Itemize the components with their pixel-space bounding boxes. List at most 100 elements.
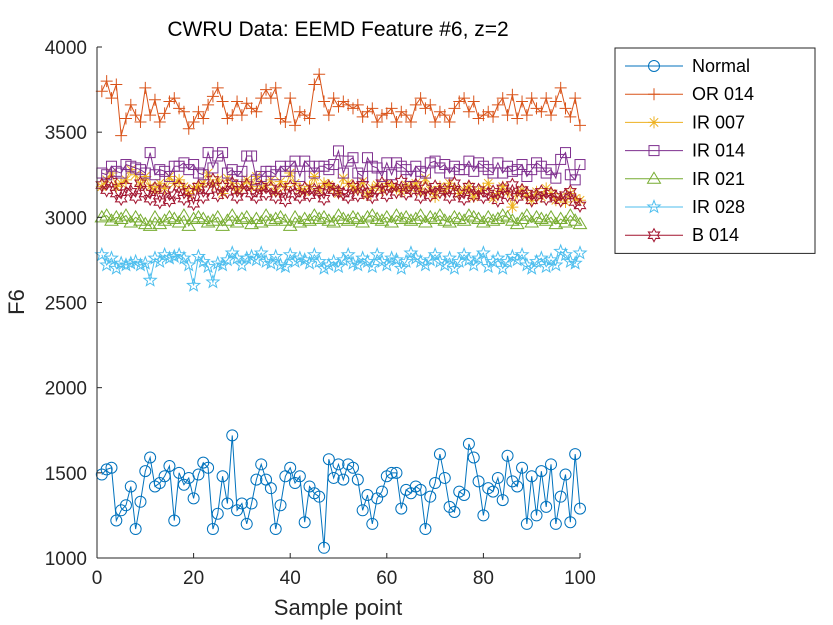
data-point-b-014 <box>394 173 408 190</box>
data-point-or-014 <box>549 95 562 108</box>
data-point-ir-021 <box>137 216 153 230</box>
data-point-or-014 <box>110 78 123 91</box>
data-point-or-014 <box>235 109 248 122</box>
data-point-ir-007 <box>158 182 171 195</box>
legend-marker-ir-007 <box>648 116 660 129</box>
data-point-ir-028 <box>567 255 583 270</box>
data-point-ir-028 <box>316 260 332 275</box>
data-point-ir-021 <box>408 211 424 225</box>
data-point-or-014 <box>240 97 253 110</box>
data-point-normal <box>318 541 331 554</box>
data-point-or-014 <box>506 88 519 101</box>
data-point-normal <box>516 461 529 474</box>
data-point-ir-028 <box>524 260 540 275</box>
axes-layer: 0 20 40 60 80 100 1000 1500 2000 2500 3000 3500 4000 <box>45 38 596 589</box>
y-tick-label: 2500 <box>45 294 87 315</box>
data-point-ir-021 <box>340 213 356 226</box>
data-point-ir-007 <box>482 177 495 190</box>
data-point-or-014 <box>192 105 205 118</box>
data-point-normal <box>284 461 297 474</box>
data-point-ir-021 <box>490 211 506 225</box>
data-point-or-014 <box>351 98 364 111</box>
data-point-b-014 <box>201 182 215 198</box>
data-point-or-014 <box>496 92 509 105</box>
data-point-or-014 <box>400 109 413 122</box>
data-point-ir-021 <box>118 208 134 221</box>
data-point-or-014 <box>279 115 292 128</box>
data-point-b-014 <box>225 175 239 191</box>
data-point-ir-028 <box>364 258 380 274</box>
data-point-b-014 <box>409 177 423 193</box>
data-point-or-014 <box>318 95 331 108</box>
data-point-b-014 <box>399 185 413 202</box>
data-point-or-014 <box>525 92 538 105</box>
data-point-normal <box>110 514 123 527</box>
data-point-or-014 <box>375 109 388 122</box>
data-point-ir-028 <box>292 250 308 265</box>
data-point-ir-028 <box>437 257 453 272</box>
data-point-ir-028 <box>451 253 467 269</box>
data-point-normal <box>491 471 504 484</box>
data-point-ir-028 <box>253 245 269 260</box>
data-point-ir-028 <box>398 253 414 269</box>
data-point-ir-021 <box>297 211 313 225</box>
data-point-or-014 <box>264 92 277 105</box>
data-point-ir-021 <box>176 208 192 221</box>
data-point-normal <box>458 488 471 501</box>
data-point-ir-014 <box>246 150 258 162</box>
data-point-or-014 <box>443 115 456 128</box>
data-point-normal <box>501 449 514 462</box>
data-point-ir-007 <box>308 170 321 183</box>
data-point-normal <box>487 485 500 498</box>
data-point-ir-028 <box>475 245 491 260</box>
data-point-b-014 <box>317 191 331 207</box>
y-tick-label: 2000 <box>45 379 87 400</box>
data-point-normal <box>202 461 215 474</box>
legend-label: IR 014 <box>692 141 745 161</box>
data-point-normal <box>124 480 137 493</box>
data-point-b-014 <box>162 192 177 208</box>
series-line-or-014 <box>101 72 581 136</box>
y-tick-label: 1000 <box>45 549 87 570</box>
data-point-ir-021 <box>519 208 535 221</box>
data-point-ir-021 <box>113 211 129 225</box>
data-point-or-014 <box>177 105 190 118</box>
data-point-normal <box>414 483 427 496</box>
data-point-ir-021 <box>142 218 158 231</box>
data-point-ir-028 <box>388 251 405 267</box>
data-point-or-014 <box>501 109 514 122</box>
data-point-ir-007 <box>206 178 219 191</box>
data-point-ir-028 <box>166 248 182 263</box>
data-point-b-014 <box>235 182 249 198</box>
data-point-or-014 <box>424 98 437 111</box>
legend-label: IR 007 <box>692 112 745 132</box>
data-point-ir-021 <box>393 211 409 225</box>
data-point-ir-014 <box>357 170 369 182</box>
data-point-b-014 <box>172 179 186 195</box>
data-point-or-014 <box>129 109 142 122</box>
data-point-ir-028 <box>200 258 216 274</box>
data-point-normal <box>100 463 113 476</box>
data-point-b-014 <box>573 197 587 213</box>
data-point-ir-021 <box>205 213 221 226</box>
series-ir-028 <box>94 243 588 292</box>
data-point-b-014 <box>269 189 283 205</box>
data-point-or-014 <box>173 102 186 115</box>
data-point-normal <box>375 485 388 498</box>
data-point-normal <box>293 470 306 483</box>
data-point-b-014 <box>312 184 326 200</box>
data-point-normal <box>144 451 157 464</box>
data-point-b-014 <box>472 182 486 198</box>
data-point-or-014 <box>404 115 417 128</box>
data-point-ir-028 <box>384 250 400 265</box>
data-point-ir-007 <box>240 173 253 186</box>
series-or-014 <box>95 68 586 142</box>
data-point-ir-021 <box>157 213 172 226</box>
data-point-b-014 <box>259 185 273 202</box>
data-point-or-014 <box>139 81 152 94</box>
data-point-ir-021 <box>282 218 298 231</box>
data-point-b-014 <box>230 189 244 205</box>
data-point-ir-028 <box>350 257 366 272</box>
data-point-ir-007 <box>134 178 147 191</box>
x-tick-label: 80 <box>473 568 494 589</box>
